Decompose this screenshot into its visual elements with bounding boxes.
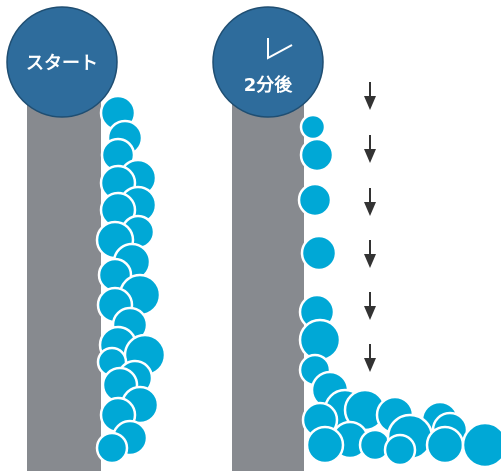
bubble [383,433,417,467]
surface-after [232,95,304,471]
arrow-head [364,306,376,320]
arrow-head [364,254,376,268]
bubble [95,431,129,465]
arrow-head [364,202,376,216]
arrow-head [364,358,376,372]
bubble [297,182,333,218]
bubble [305,425,345,465]
start-badge [6,6,118,118]
bubble [298,318,342,362]
after-badge [212,6,324,118]
bubble [300,234,338,272]
bubble [299,113,327,141]
clock-hands [267,38,293,60]
arrow-head [364,96,376,110]
arrows [364,82,376,372]
bubble [425,425,465,465]
surface-start [27,95,101,471]
bubble [461,421,501,469]
after-label: 2分後 [244,74,294,96]
bubbles [95,94,501,469]
start-label: スタート [26,53,98,74]
arrow-head [364,149,376,163]
bubble [299,137,335,173]
